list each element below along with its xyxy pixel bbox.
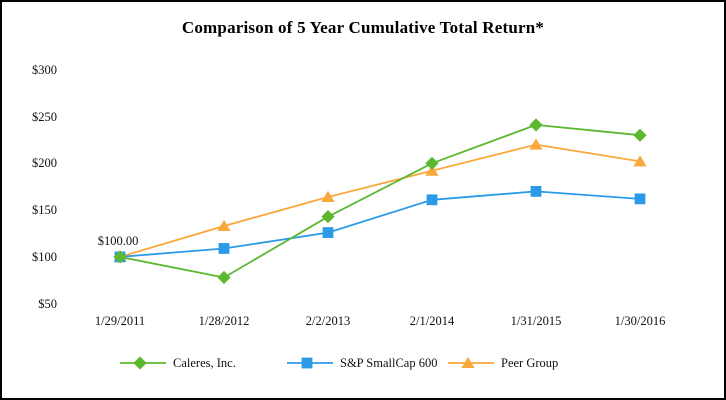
- legend-label-peer-group: Peer Group: [501, 355, 559, 370]
- chart-title: Comparison of 5 Year Cumulative Total Re…: [181, 18, 545, 37]
- series-line-caleres-inc: [119, 124, 641, 279]
- y-axis-tick-250: $250: [32, 109, 57, 124]
- series-line-peer-group: [119, 143, 641, 258]
- data-point-caleres-inc-3: [425, 156, 439, 170]
- data-point-caleres-inc-2: [321, 210, 335, 224]
- data-point-peer-group-2: [321, 190, 335, 202]
- legend-item-peer-group: Peer Group: [448, 355, 558, 371]
- data-point-caleres-inc-5: [633, 128, 647, 142]
- x-axis-label-5: 1/30/2016: [614, 314, 666, 328]
- y-axis-tick-150: $150: [32, 203, 57, 218]
- data-point-s-p-smallcap-600-5: [634, 193, 646, 205]
- data-point-peer-group-1: [217, 219, 231, 232]
- x-axis-label-3: 2/1/2014: [409, 314, 455, 328]
- data-point-s-p-smallcap-600-4: [530, 185, 542, 197]
- x-axis-label-4: 1/31/2015: [510, 314, 562, 328]
- legend-marker-shape: [461, 356, 475, 368]
- y-axis-tick-200: $200: [32, 156, 57, 171]
- x-axis-label-2: 2/2/2013: [305, 314, 351, 328]
- y-axis-tick-50: $50: [38, 296, 57, 311]
- legend-label-s-p-smallcap-600: S&P SmallCap 600: [340, 355, 438, 370]
- legend-label-caleres-inc: Caleres, Inc.: [173, 355, 236, 370]
- data-point-s-p-smallcap-600-1: [218, 243, 230, 254]
- data-point-s-p-smallcap-600-3: [426, 194, 438, 206]
- data-point-label: $100.00: [97, 233, 139, 248]
- legend-item-s-p-smallcap-600: S&P SmallCap 600: [287, 355, 437, 371]
- data-point-peer-group-5: [633, 155, 647, 167]
- y-axis-tick-300: $300: [32, 62, 57, 77]
- data-point-s-p-smallcap-600-2: [322, 227, 334, 238]
- x-axis-label-0: 1/29/2011: [94, 314, 146, 328]
- legend-marker-diamond-icon: [120, 356, 166, 370]
- legend-marker-shape: [133, 356, 147, 370]
- y-axis-tick-100: $100: [32, 249, 57, 264]
- data-point-caleres-inc-4: [529, 118, 543, 132]
- legend-marker-shape: [301, 357, 313, 369]
- data-point-peer-group-4: [529, 138, 543, 150]
- data-point-peer-group-3: [425, 164, 439, 176]
- data-point-caleres-inc-0: [113, 250, 127, 264]
- legend-marker-triangle-icon: [448, 356, 494, 368]
- data-point-caleres-inc-1: [217, 270, 231, 285]
- legend-marker-square-icon: [287, 357, 333, 369]
- legend-item-caleres-inc: Caleres, Inc.: [120, 355, 236, 371]
- series-line-s-p-smallcap-600: [119, 190, 641, 258]
- x-axis-label-1: 1/28/2012: [198, 314, 250, 328]
